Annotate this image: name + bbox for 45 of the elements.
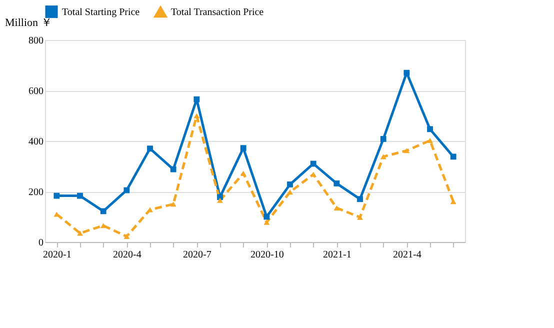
point — [427, 138, 433, 144]
x-tick-label: 2020-10 — [250, 250, 284, 260]
point — [310, 172, 316, 177]
point — [217, 198, 223, 203]
y-axis-title: Million ￥ — [5, 17, 52, 29]
point — [264, 214, 270, 220]
y-tick-label: 200 — [28, 187, 44, 198]
point — [380, 136, 386, 142]
point — [147, 146, 153, 152]
y-tick-label: 600 — [28, 86, 44, 97]
x-tick-label: 2020-1 — [42, 250, 72, 260]
point — [264, 220, 270, 225]
point — [334, 205, 340, 210]
x-tick-label: 2021-4 — [392, 250, 422, 260]
point — [240, 170, 246, 176]
point — [357, 196, 363, 202]
point — [170, 166, 176, 172]
point — [124, 234, 130, 240]
point — [380, 154, 386, 160]
point — [100, 223, 106, 228]
point — [404, 148, 410, 154]
point — [450, 199, 456, 204]
y-tick-label: 0 — [38, 238, 44, 248]
point — [194, 96, 200, 102]
point — [194, 113, 200, 118]
point — [100, 208, 106, 214]
point — [334, 180, 340, 186]
point — [124, 187, 130, 194]
y-tick-label: 400 — [28, 136, 44, 148]
point — [77, 192, 83, 199]
point — [240, 145, 246, 152]
y-tick-label: 800 — [28, 36, 44, 46]
point — [54, 192, 60, 199]
point — [217, 194, 223, 200]
legend-label: Total Transaction Price — [171, 7, 264, 18]
point — [170, 202, 176, 207]
point — [310, 160, 316, 167]
point — [287, 181, 293, 188]
x-tick-label: 2021-1 — [322, 250, 352, 260]
point — [404, 70, 410, 76]
legend-label: Total Starting Price — [62, 6, 140, 18]
point — [450, 154, 456, 160]
point — [427, 126, 433, 132]
x-tick-label: 2020-4 — [112, 250, 142, 260]
x-tick-label: 2020-7 — [182, 250, 212, 260]
